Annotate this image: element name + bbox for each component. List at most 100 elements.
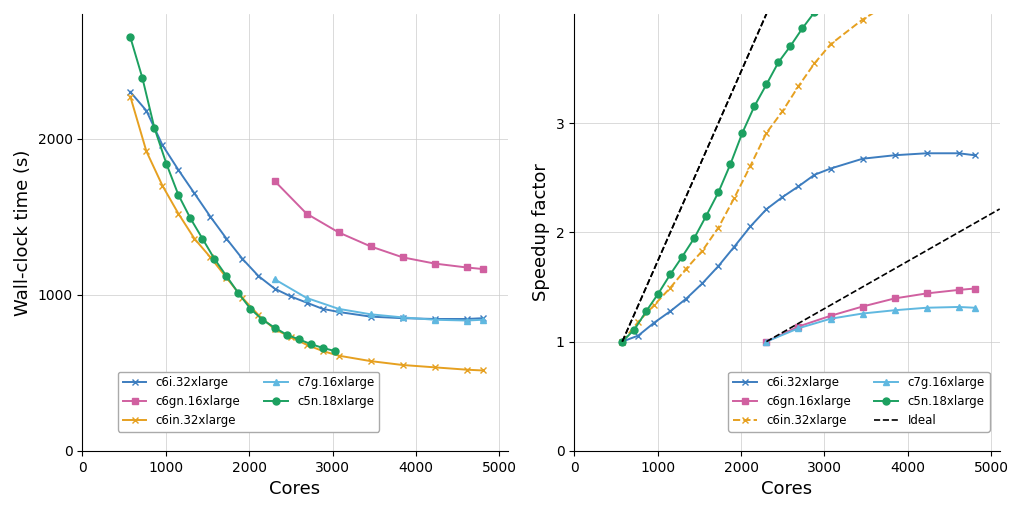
c6in.32xlarge [665, 285, 677, 291]
c5n.18xlarge [652, 290, 665, 296]
c7g.16xlarge [889, 307, 901, 313]
c6gn.16xlarge [760, 338, 772, 345]
c6in.32xlarge [808, 60, 820, 67]
c6i.32xlarge [632, 332, 644, 338]
c6in.32xlarge [696, 248, 709, 254]
c5n.18xlarge [784, 43, 797, 49]
c6gn.16xlarge [268, 178, 281, 184]
c6i.32xlarge [252, 273, 264, 279]
c6in.32xlarge [824, 41, 837, 48]
c6i.32xlarge [157, 142, 169, 148]
c6i.32xlarge [365, 313, 377, 319]
c7g.16xlarge [333, 306, 345, 312]
c6in.32xlarge [285, 334, 297, 340]
c6gn.16xlarge [921, 290, 933, 296]
c5n.18xlarge [676, 253, 688, 260]
c6gn.16xlarge [476, 266, 488, 272]
c6in.32xlarge [188, 236, 201, 242]
c6i.32xlarge [824, 165, 837, 172]
c5n.18xlarge [640, 308, 652, 314]
Y-axis label: Speedup factor: Speedup factor [532, 163, 550, 301]
c5n.18xlarge [713, 189, 725, 196]
c6gn.16xlarge [396, 254, 409, 261]
c6in.32xlarge [300, 342, 312, 348]
c5n.18xlarge [688, 235, 700, 241]
c6gn.16xlarge [365, 243, 377, 249]
c6in.32xlarge [220, 274, 232, 281]
c5n.18xlarge [628, 327, 640, 333]
c5n.18xlarge [208, 256, 220, 262]
c7g.16xlarge [396, 314, 409, 321]
Line: c6i.32xlarge: c6i.32xlarge [127, 89, 486, 323]
c6in.32xlarge [124, 94, 136, 100]
c6i.32xlarge [268, 286, 281, 292]
c6i.32xlarge [856, 156, 868, 162]
c6i.32xlarge [793, 183, 805, 189]
c6in.32xlarge [396, 362, 409, 368]
c7g.16xlarge [921, 305, 933, 311]
c6i.32xlarge [969, 152, 981, 158]
c6gn.16xlarge [969, 285, 981, 291]
c6i.32xlarge [696, 280, 709, 286]
c6i.32xlarge [300, 300, 312, 306]
c6in.32xlarge [632, 318, 644, 325]
c5n.18xlarge [797, 25, 809, 31]
Legend: c6i.32xlarge, c6gn.16xlarge, c6in.32xlarge, c7g.16xlarge, c5n.18xlarge: c6i.32xlarge, c6gn.16xlarge, c6in.32xlar… [118, 372, 379, 432]
c6gn.16xlarge [793, 324, 805, 330]
c6i.32xlarge [921, 150, 933, 156]
c7g.16xlarge [760, 338, 772, 345]
c6in.32xlarge [140, 148, 153, 154]
c6i.32xlarge [665, 308, 677, 314]
c6i.32xlarge [713, 263, 725, 269]
c6i.32xlarge [648, 319, 660, 326]
c5n.18xlarge [232, 290, 245, 296]
c5n.18xlarge [304, 341, 316, 347]
c5n.18xlarge [281, 331, 293, 337]
c6i.32xlarge [220, 236, 232, 242]
c5n.18xlarge [172, 192, 184, 198]
c6in.32xlarge [856, 16, 868, 23]
c6in.32xlarge [744, 163, 757, 169]
c6gn.16xlarge [824, 313, 837, 319]
c5n.18xlarge [749, 103, 761, 109]
c7g.16xlarge [856, 310, 868, 316]
c6in.32xlarge [776, 108, 788, 114]
c5n.18xlarge [245, 306, 257, 312]
c6in.32xlarge [204, 254, 216, 261]
c6gn.16xlarge [856, 304, 868, 310]
c5n.18xlarge [772, 59, 784, 66]
c6i.32xlarge [680, 295, 692, 302]
c5n.18xlarge [124, 34, 136, 40]
c6i.32xlarge [172, 167, 184, 173]
c6i.32xlarge [188, 190, 201, 197]
c6gn.16xlarge [428, 261, 440, 267]
c6in.32xlarge [728, 195, 740, 201]
c7g.16xlarge [300, 295, 312, 301]
Line: c6in.32xlarge: c6in.32xlarge [127, 93, 486, 374]
c6in.32xlarge [760, 130, 772, 136]
Line: c7g.16xlarge: c7g.16xlarge [271, 275, 486, 324]
c7g.16xlarge [461, 317, 473, 324]
c6in.32xlarge [476, 368, 488, 374]
c6in.32xlarge [680, 265, 692, 271]
c6in.32xlarge [333, 353, 345, 359]
c5n.18xlarge [136, 75, 148, 81]
c5n.18xlarge [184, 215, 197, 221]
c6in.32xlarge [793, 83, 805, 89]
c6gn.16xlarge [461, 264, 473, 270]
c6gn.16xlarge [889, 295, 901, 302]
c5n.18xlarge [736, 130, 749, 136]
Line: c5n.18xlarge: c5n.18xlarge [618, 0, 830, 345]
c7g.16xlarge [476, 317, 488, 323]
c6i.32xlarge [396, 315, 409, 321]
c5n.18xlarge [220, 273, 232, 279]
Line: c6in.32xlarge: c6in.32xlarge [618, 0, 978, 345]
c7g.16xlarge [428, 317, 440, 323]
c5n.18xlarge [293, 336, 305, 343]
c6i.32xlarge [124, 89, 136, 95]
c5n.18xlarge [820, 0, 833, 2]
c6i.32xlarge [237, 256, 249, 262]
c6in.32xlarge [648, 302, 660, 308]
c6in.32xlarge [316, 348, 329, 354]
c7g.16xlarge [793, 325, 805, 331]
